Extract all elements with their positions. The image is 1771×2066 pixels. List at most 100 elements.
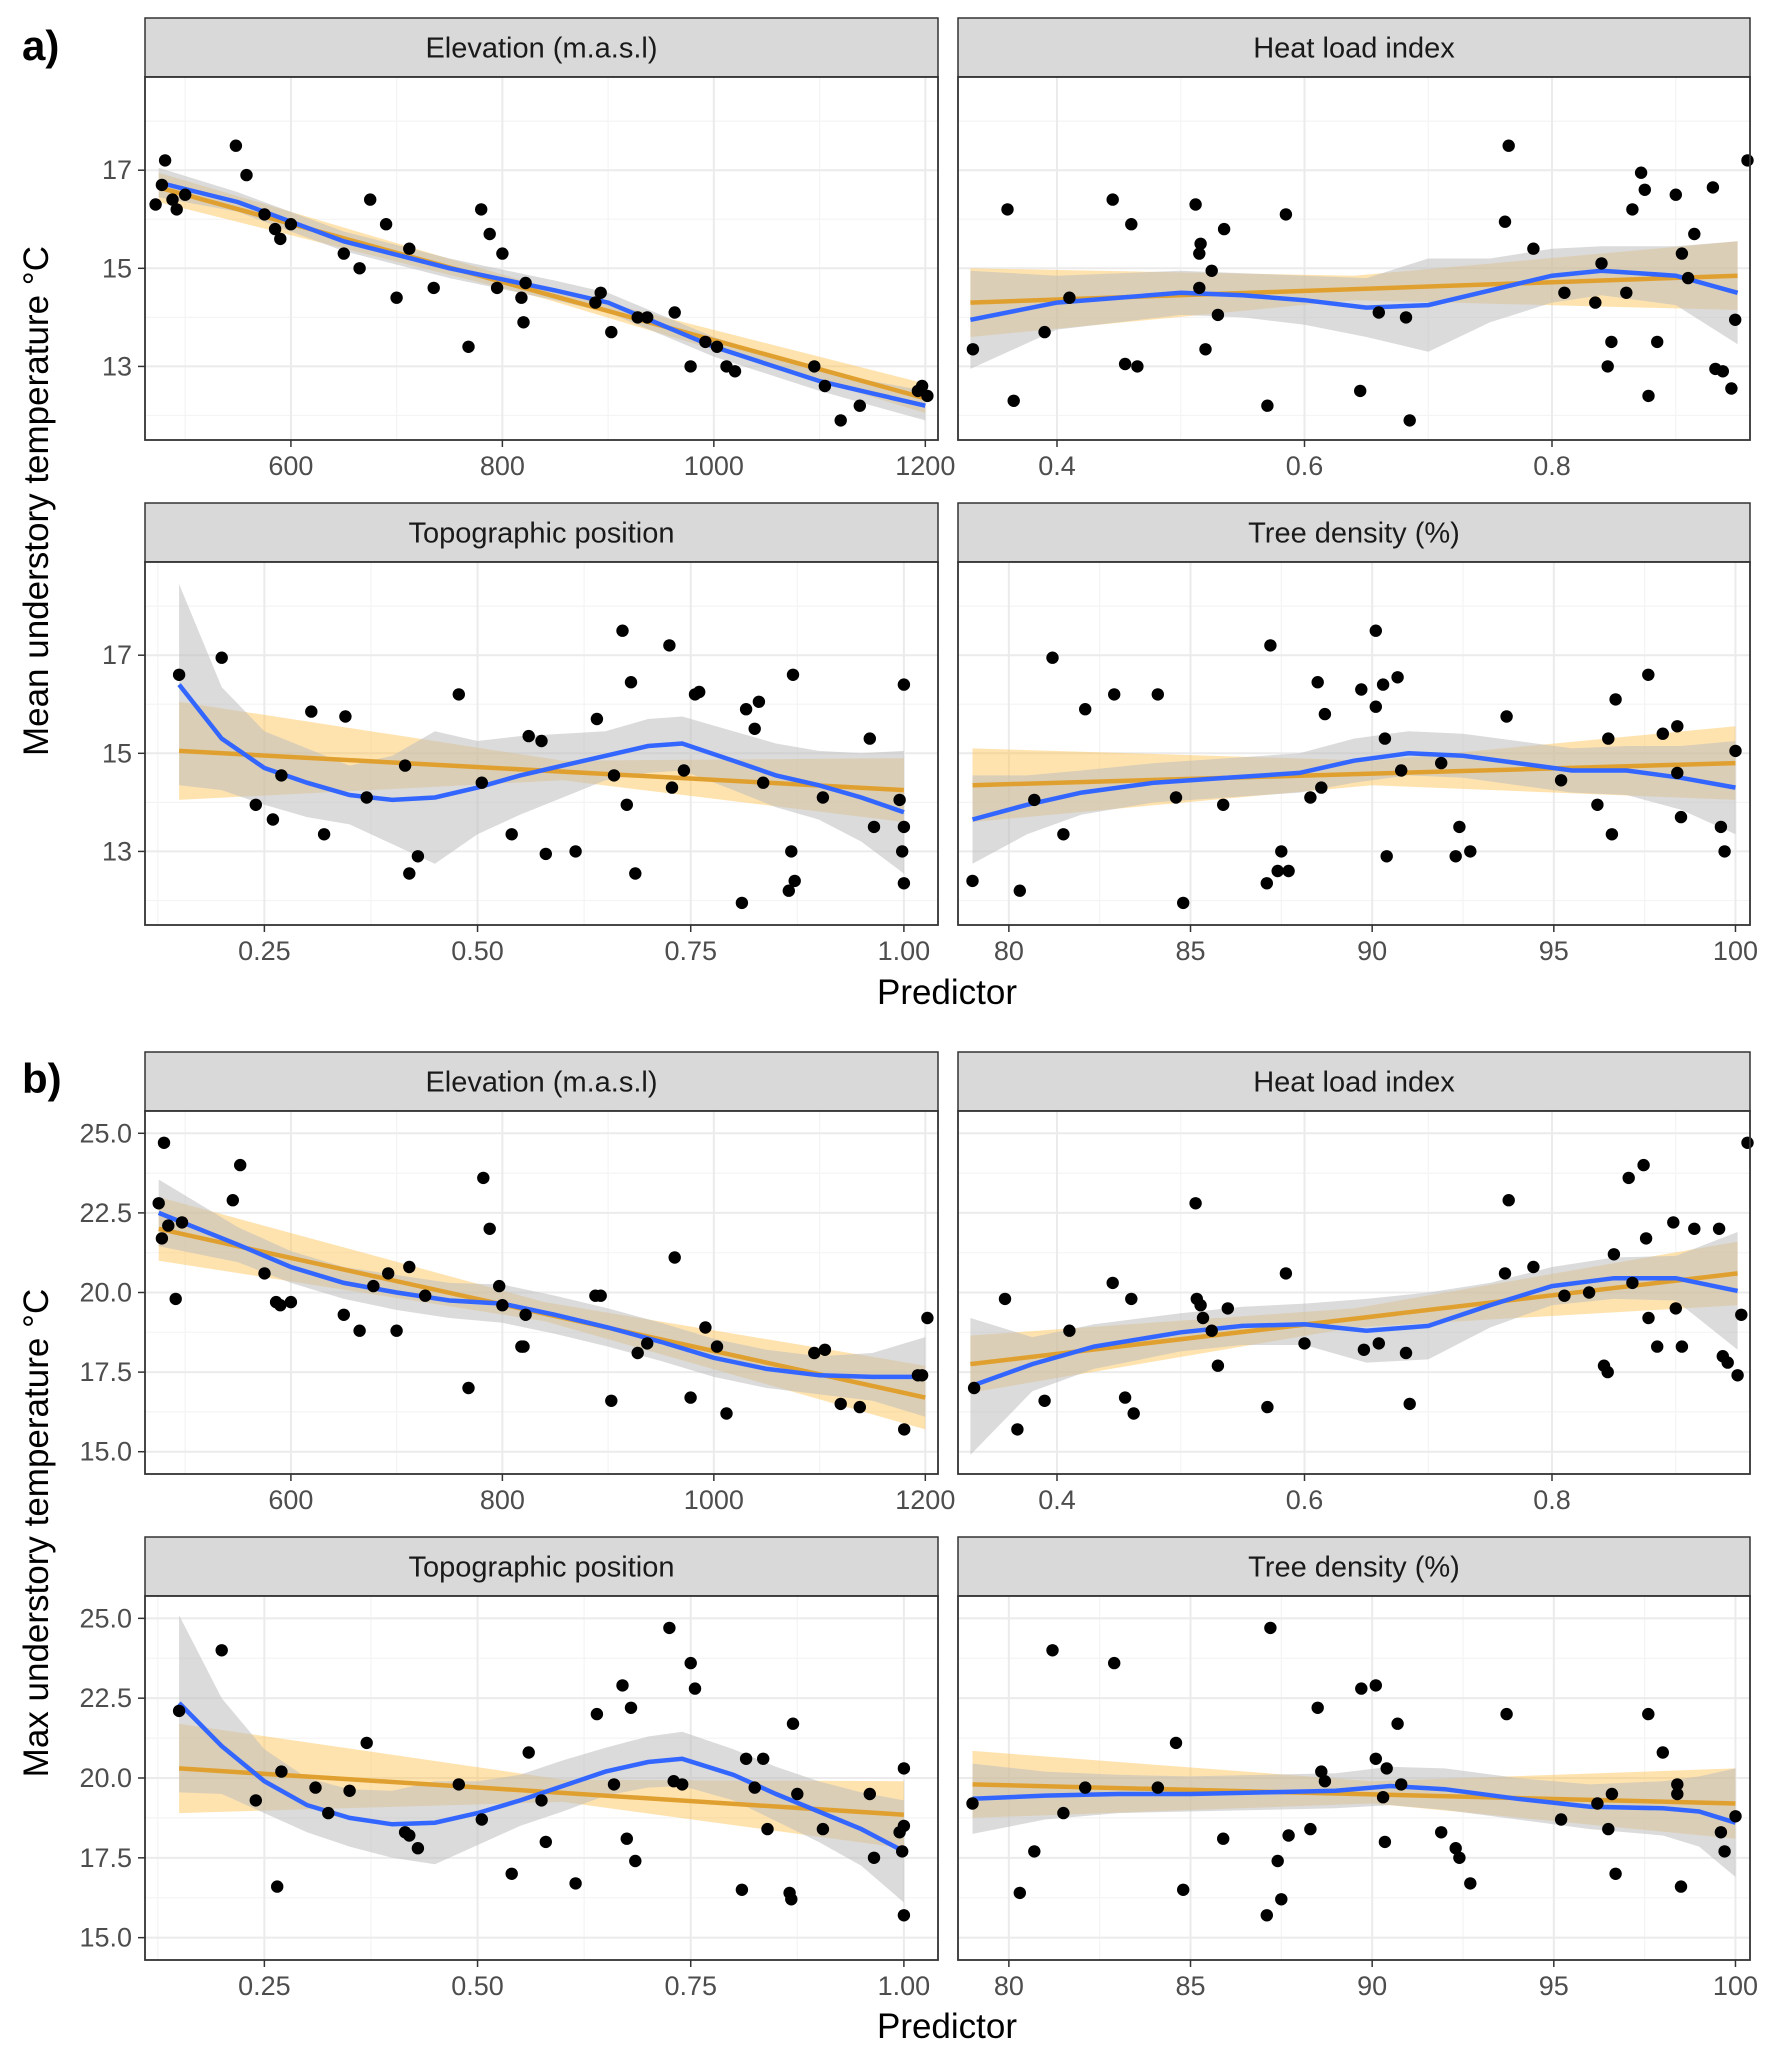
data-point [505,828,518,841]
data-point [1028,1845,1041,1858]
data-point [1189,198,1202,211]
data-point [1554,1813,1568,1826]
data-point [1651,335,1664,349]
y-tick-label: 20.0 [79,1278,132,1308]
data-point [897,1909,911,1922]
data-point [496,247,509,260]
data-point [364,193,377,206]
data-point [1261,399,1274,412]
data-point [1607,1248,1621,1261]
panel-0: Elevation (m.a.s.l) 600 800 1000 1200 13 15 17 [102,17,955,481]
data-point [535,734,548,748]
panel-border [144,76,939,441]
data-point [1194,1299,1207,1312]
data-point [1057,1806,1070,1820]
data-point [1582,1286,1596,1299]
data-point [893,793,906,807]
data-point [1378,732,1392,745]
data-point [863,1787,876,1801]
data-point [522,1746,535,1759]
y-tick-label: 22.5 [79,1198,132,1228]
data-point [1453,1851,1466,1865]
data-point [535,1794,548,1807]
data-point [234,1158,247,1172]
points [967,1136,1754,1436]
data-point [1357,1343,1371,1357]
x-tick-label: 0.8 [1533,451,1571,481]
data-point [1282,864,1295,878]
data-point [1626,1276,1639,1290]
data-point [1013,884,1026,897]
loess-confidence-band [179,1615,904,1903]
data-point [1315,781,1328,794]
data-point [322,1806,335,1820]
data-point [1502,139,1515,152]
data-point [607,769,621,782]
data-point [867,820,881,834]
data-point [1131,360,1144,373]
data-point [728,365,742,378]
data-point [688,1682,702,1695]
y-tick-label: 17.5 [79,1357,132,1387]
data-point [1675,1340,1689,1353]
data-point [867,1851,881,1865]
data-point [1196,1311,1210,1325]
data-point [853,1400,866,1414]
data-point [757,1752,770,1766]
data-point [782,884,795,897]
data-point [1217,798,1230,811]
data-point [1638,183,1652,196]
data-point [1721,1356,1734,1369]
data-point [676,1778,689,1791]
data-point [1395,764,1408,777]
data-point [1729,313,1742,326]
data-point [693,685,706,699]
data-point [158,154,172,167]
data-point [1369,1752,1383,1766]
data-point [853,399,866,412]
data-point [1038,325,1051,339]
data-point [1279,208,1293,221]
data-point [475,203,488,216]
data-point [569,1877,582,1890]
data-point [605,325,618,339]
data-point [249,1794,262,1807]
data-point [1498,215,1512,228]
x-tick-label: 600 [268,451,313,481]
data-point [505,1867,518,1881]
data-point [966,874,979,888]
data-point [785,1893,798,1906]
facet-strip [957,1536,1751,1597]
data-point [818,1343,832,1357]
data-point [317,828,331,841]
panel-label-a: a) [22,22,59,69]
loess-fit-line [177,1701,905,1854]
y-axis: 15.0 17.5 20.0 22.5 25.0 [79,1603,145,1953]
x-tick-label: 600 [268,1485,313,1515]
data-point [284,1295,298,1309]
data-point [398,759,412,772]
data-point [898,1423,911,1436]
points [172,1621,911,1922]
data-point [1217,222,1231,236]
x-tick-label: 0.25 [238,1971,291,2001]
data-point [1127,1407,1140,1420]
data-point [403,867,416,880]
data-point [808,360,821,373]
points [172,624,911,910]
data-point [1169,791,1183,804]
data-point [710,1340,724,1353]
data-point [1591,1797,1604,1810]
y-axis: 13 15 17 [102,640,145,866]
y-tick-label: 15.0 [79,1437,132,1467]
panels: Elevation (m.a.s.l) 600 800 1000 1200 13 15 17 H… [79,17,1758,2001]
data-point [631,311,644,324]
data-point [818,379,832,393]
data-point [284,218,298,231]
data-point [1355,683,1368,696]
data-point [152,1197,165,1210]
lm-fit-line [970,1271,1738,1367]
data-point [1642,1707,1655,1721]
x-tick-label: 0.4 [1038,1485,1076,1515]
data-point [353,1324,366,1337]
